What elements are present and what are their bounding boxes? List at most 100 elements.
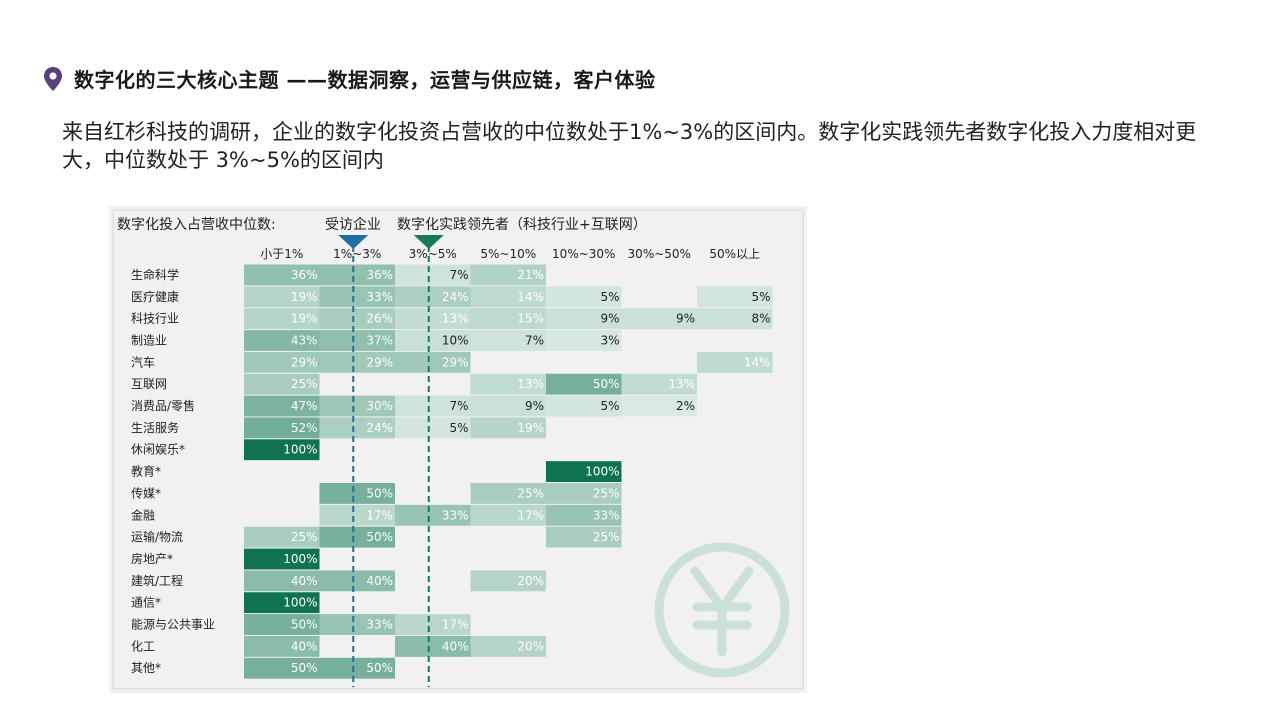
- cell-value-label: 43%: [291, 333, 318, 347]
- cell-value-label: 33%: [366, 618, 393, 632]
- heatmap-cell: [244, 635, 320, 657]
- cell-value-label: 52%: [291, 421, 318, 435]
- column-header: 30%~50%: [628, 247, 691, 261]
- cell-value-label: 14%: [744, 355, 771, 369]
- row-label: 房地产*: [131, 551, 173, 566]
- cell-value-label: 7%: [449, 268, 468, 282]
- cell-value-label: 7%: [525, 333, 544, 347]
- heatmap-cell: [244, 614, 320, 635]
- row-label: 制造业: [131, 333, 167, 347]
- heatmap-cell: [470, 570, 546, 592]
- heatmap-cell: [319, 308, 395, 330]
- cell-value-label: 50%: [366, 530, 393, 544]
- cell-value-label: 25%: [517, 486, 544, 500]
- cell-value-label: 9%: [525, 399, 544, 413]
- heatmap-cell: [470, 286, 546, 308]
- cell-value-label: 20%: [517, 639, 544, 653]
- heatmap-cell: [470, 330, 546, 351]
- cell-value-label: 20%: [517, 574, 544, 588]
- heatmap-figure: 数字化投入占营收中位数: 受访企业 数字化实践领先者（科技行业+互联网） 36%…: [109, 206, 807, 693]
- cell-value-label: 5%: [600, 399, 619, 413]
- heatmap-cell: [395, 504, 471, 526]
- heatmap-cell: [546, 330, 622, 351]
- heatmap-cell: [319, 614, 395, 635]
- heatmap-cell: [319, 417, 395, 439]
- heatmap-cell: [244, 570, 320, 592]
- heatmap-cell: [244, 351, 320, 373]
- heatmap-cell: [319, 526, 395, 548]
- heatmap-cell: [546, 483, 622, 504]
- cell-value-label: 14%: [517, 290, 544, 304]
- yuan-coin-icon: [654, 542, 790, 678]
- cell-value-label: 33%: [593, 508, 620, 522]
- cell-value-label: 17%: [366, 508, 393, 522]
- heatmap-cell: [319, 570, 395, 592]
- row-label: 医疗健康: [131, 289, 179, 304]
- cell-value-label: 40%: [291, 574, 318, 588]
- heatmap-cell: [470, 504, 546, 526]
- heatmap-cell: [395, 286, 471, 308]
- cell-value-label: 25%: [593, 530, 620, 544]
- cell-value-label: 3%: [600, 333, 619, 347]
- row-label: 传媒*: [131, 485, 161, 500]
- cell-value-label: 17%: [442, 618, 469, 632]
- cell-value-label: 50%: [291, 661, 318, 675]
- heatmap-cell: [319, 264, 395, 286]
- cell-value-label: 5%: [751, 290, 770, 304]
- heatmap-cell: [319, 286, 395, 308]
- cell-value-label: 30%: [366, 399, 393, 413]
- row-label: 其他*: [131, 661, 161, 675]
- cell-value-label: 13%: [517, 377, 544, 391]
- cell-value-label: 25%: [593, 486, 620, 500]
- heatmap-cell: [395, 264, 471, 286]
- heatmap-cell: [470, 417, 546, 439]
- cell-value-label: 50%: [593, 377, 620, 391]
- row-label: 休闲娱乐*: [131, 443, 185, 457]
- cell-value-label: 25%: [291, 377, 318, 391]
- heatmap-cell: [546, 526, 622, 548]
- cell-value-label: 37%: [366, 333, 393, 347]
- heatmap-cell: [244, 417, 320, 439]
- legend-survey: 受访企业: [325, 216, 381, 233]
- cell-value-label: 17%: [517, 508, 544, 522]
- cell-value-label: 33%: [366, 290, 393, 304]
- heatmap-cell: [697, 286, 773, 308]
- heatmap-cell: [319, 351, 395, 373]
- cell-value-label: 29%: [366, 355, 393, 369]
- heatmap-cell: [546, 373, 622, 395]
- cell-value-label: 100%: [283, 596, 317, 610]
- cell-value-label: 25%: [291, 530, 318, 544]
- heatmap-cell: [244, 395, 320, 417]
- cell-value-label: 50%: [291, 618, 318, 632]
- cell-value-label: 21%: [517, 268, 544, 282]
- cell-value-label: 100%: [283, 552, 317, 566]
- cell-value-label: 15%: [517, 312, 544, 326]
- cell-value-label: 19%: [517, 421, 544, 435]
- cell-value-label: 40%: [366, 574, 393, 588]
- cell-value-label: 13%: [668, 377, 695, 391]
- heatmap-cell: [546, 308, 622, 330]
- heatmap-cell: [546, 461, 622, 482]
- heatmap-cell: [470, 264, 546, 286]
- cell-value-label: 9%: [676, 312, 695, 326]
- column-header: 50%以上: [709, 247, 760, 261]
- heatmap-cell: [395, 308, 471, 330]
- heatmap-cell: [244, 264, 320, 286]
- cell-value-label: 29%: [442, 355, 469, 369]
- median-marker-triangle: [338, 235, 369, 249]
- cell-value-label: 100%: [283, 443, 317, 457]
- row-label: 教育*: [131, 464, 161, 479]
- cell-value-label: 33%: [442, 508, 469, 522]
- cell-value-label: 5%: [600, 290, 619, 304]
- heatmap-cell: [546, 504, 622, 526]
- column-header: 5%~10%: [480, 247, 536, 261]
- cell-value-label: 29%: [291, 355, 318, 369]
- cell-value-label: 47%: [291, 399, 318, 413]
- column-header: 1%~3%: [333, 247, 381, 261]
- cell-value-label: 19%: [291, 312, 318, 326]
- cell-value-label: 36%: [366, 268, 393, 282]
- heatmap-cell: [244, 286, 320, 308]
- heatmap-cell: [319, 483, 395, 504]
- slide-header: 数字化的三大核心主题 ——数据洞察，运营与供应链，客户体验: [42, 64, 655, 93]
- heatmap-cell: [470, 483, 546, 504]
